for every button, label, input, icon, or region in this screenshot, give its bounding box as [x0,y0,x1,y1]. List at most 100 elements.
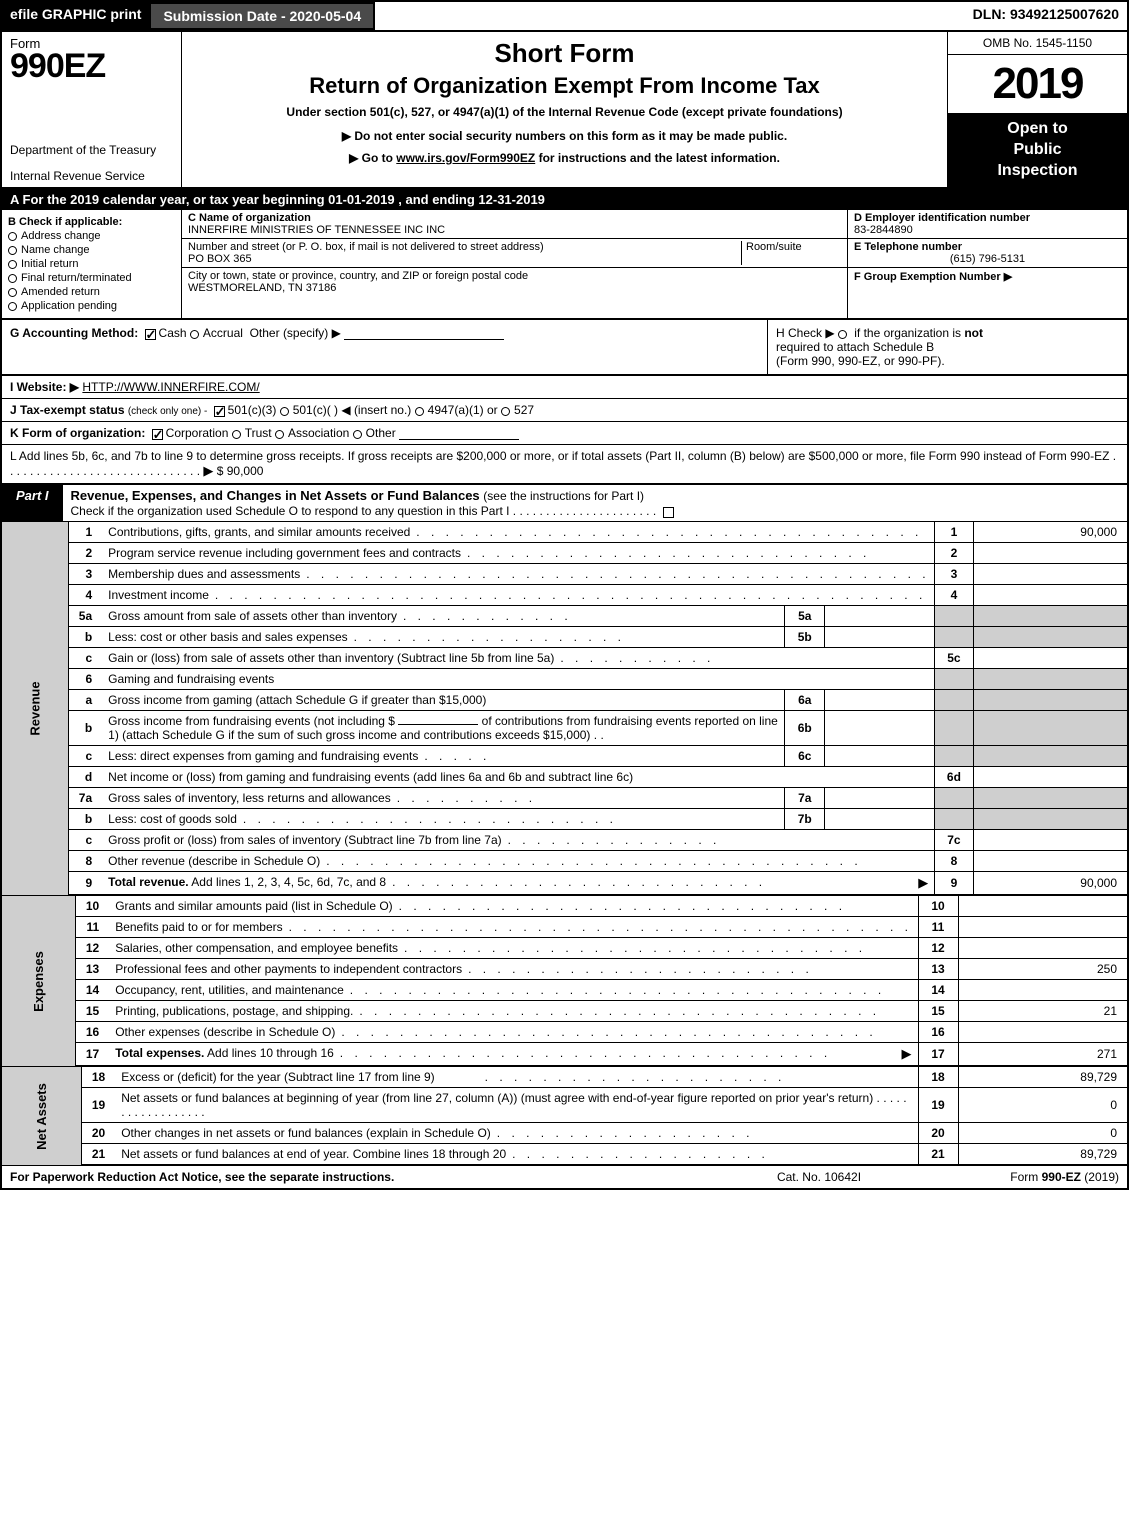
sub-5b: 5b [785,627,825,648]
inspection-2: Public [952,140,1123,161]
val-21: 89,729 [958,1144,1128,1166]
g-accrual-radio[interactable] [190,330,199,339]
line-19: 19 Net assets or fund balances at beginn… [1,1088,1128,1123]
b-final-return[interactable]: Final return/terminated [8,272,175,284]
sub-6b: 6b [785,711,825,746]
section-def: D Employer identification number 83-2844… [847,210,1127,318]
page-footer: For Paperwork Reduction Act Notice, see … [0,1166,1129,1190]
open-to-public: Open to Public Inspection [948,113,1127,187]
desc-15: Printing, publications, postage, and shi… [115,1004,353,1018]
j-4947-radio[interactable] [415,407,424,416]
section-c: C Name of organization INNERFIRE MINISTR… [182,210,847,318]
line-6d: d Net income or (loss) from gaming and f… [1,767,1128,788]
j-501c-radio[interactable] [280,407,289,416]
val-17: 271 [958,1043,1128,1067]
line-11: 11 Benefits paid to or for members. . . … [1,917,1128,938]
desc-6a: Gross income from gaming (attach Schedul… [102,690,785,711]
b-application-pending[interactable]: Application pending [8,300,175,312]
footer-right: Form 990-EZ (2019) [919,1170,1119,1184]
g-accrual: Accrual [203,326,243,340]
phone-value: (615) 796-5131 [854,253,1121,265]
val-15: 21 [958,1001,1128,1022]
k-corp-check[interactable] [152,429,163,440]
revenue-side-label: Revenue [1,522,69,895]
part1-title-text: Revenue, Expenses, and Changes in Net As… [71,488,480,503]
desc-9-rest: Add lines 1, 2, 3, 4, 5c, 6d, 7c, and 8 [189,875,386,889]
ein-value: 83-2844890 [854,224,1121,236]
g-cash-checkbox[interactable] [145,329,156,340]
c-name-row: C Name of organization INNERFIRE MINISTR… [182,210,847,239]
b-amended-return[interactable]: Amended return [8,286,175,298]
line-12: 12 Salaries, other compensation, and emp… [1,938,1128,959]
line-4: 4 Investment income. . . . . . . . . . .… [1,585,1128,606]
tax-year: 2019 [948,55,1127,113]
h-text4: (Form 990, 990-EZ, or 990-PF). [776,354,945,368]
desc-19: Net assets or fund balances at beginning… [121,1091,873,1105]
desc-6d: Net income or (loss) from gaming and fun… [102,767,935,788]
k-label: K Form of organization: [10,426,145,440]
row-l: L Add lines 5b, 6c, and 7b to line 9 to … [0,445,1129,485]
desc-13: Professional fees and other payments to … [115,962,462,976]
part1-title: Revenue, Expenses, and Changes in Net As… [63,485,1127,521]
section-g: G Accounting Method: Cash Accrual Other … [2,320,767,374]
val-1: 90,000 [973,522,1128,543]
k-other-blank[interactable] [399,439,519,440]
j-501c3-check[interactable] [214,406,225,417]
desc-3: Membership dues and assessments [108,567,300,581]
k-assoc-radio[interactable] [275,430,284,439]
j-501c3: 501(c)(3) [228,403,277,417]
b-address-change[interactable]: Address change [8,230,175,242]
line-21: 21 Net assets or fund balances at end of… [1,1144,1128,1166]
desc-8: Other revenue (describe in Schedule O) [108,854,320,868]
desc-17-rest: Add lines 10 through 16 [204,1046,333,1060]
room-suite-label: Room/suite [741,241,841,265]
c-name-label: C Name of organization [188,212,841,224]
desc-11: Benefits paid to or for members [115,920,282,934]
section-b-title: B Check if applicable: [8,216,175,228]
l-text: L Add lines 5b, 6c, and 7b to line 9 to … [10,449,1109,463]
b-initial-return[interactable]: Initial return [8,258,175,270]
efile-label[interactable]: efile GRAPHIC print [2,2,149,30]
desc-7c: Gross profit or (loss) from sales of inv… [108,833,501,847]
section-b: B Check if applicable: Address change Na… [2,210,182,318]
line-5c: c Gain or (loss) from sale of assets oth… [1,648,1128,669]
d-ein-label: D Employer identification number [854,212,1121,224]
return-title: Return of Organization Exempt From Incom… [194,73,935,99]
short-form-title: Short Form [194,38,935,69]
g-other: Other (specify) ▶ [250,326,341,340]
line-7c: c Gross profit or (loss) from sales of i… [1,830,1128,851]
footer-left: For Paperwork Reduction Act Notice, see … [10,1170,719,1184]
k-other-radio[interactable] [353,430,362,439]
line-15: 15 Printing, publications, postage, and … [1,1001,1128,1022]
desc-7a: Gross sales of inventory, less returns a… [108,791,391,805]
desc-12: Salaries, other compensation, and employ… [115,941,398,955]
val-9: 90,000 [973,872,1128,896]
k-trust-radio[interactable] [232,430,241,439]
line-7a: 7a Gross sales of inventory, less return… [1,788,1128,809]
goto-link[interactable]: www.irs.gov/Form990EZ [396,151,535,165]
part1-header: Part I Revenue, Expenses, and Changes in… [0,485,1129,522]
j-527: 527 [514,403,534,417]
line-13: 13 Professional fees and other payments … [1,959,1128,980]
j-4947: 4947(a)(1) or [428,403,498,417]
desc-5b: Less: cost or other basis and sales expe… [108,630,347,644]
city-value: WESTMORELAND, TN 37186 [188,282,841,294]
line-6c: c Less: direct expenses from gaming and … [1,746,1128,767]
org-name: INNERFIRE MINISTRIES OF TENNESSEE INC IN… [188,224,841,236]
part1-schedule-o-checkbox[interactable] [663,507,674,518]
b-name-change[interactable]: Name change [8,244,175,256]
g-other-blank[interactable] [344,339,504,340]
goto-post: for instructions and the latest informat… [535,151,780,165]
spacer [375,2,965,30]
website-link[interactable]: HTTP://WWW.INNERFIRE.COM/ [82,380,259,394]
row-k: K Form of organization: Corporation Trus… [0,422,1129,445]
under-section: Under section 501(c), 527, or 4947(a)(1)… [194,105,935,119]
section-h: H Check ▶ if the organization is not req… [767,320,1127,374]
j-527-radio[interactable] [501,407,510,416]
dept-irs: Internal Revenue Service [10,169,173,183]
line-6a: a Gross income from gaming (attach Sched… [1,690,1128,711]
desc-7b: Less: cost of goods sold [108,812,237,826]
header-right: OMB No. 1545-1150 2019 Open to Public In… [947,32,1127,187]
row-i: I Website: ▶ HTTP://WWW.INNERFIRE.COM/ [0,376,1129,399]
h-checkbox[interactable] [838,330,847,339]
